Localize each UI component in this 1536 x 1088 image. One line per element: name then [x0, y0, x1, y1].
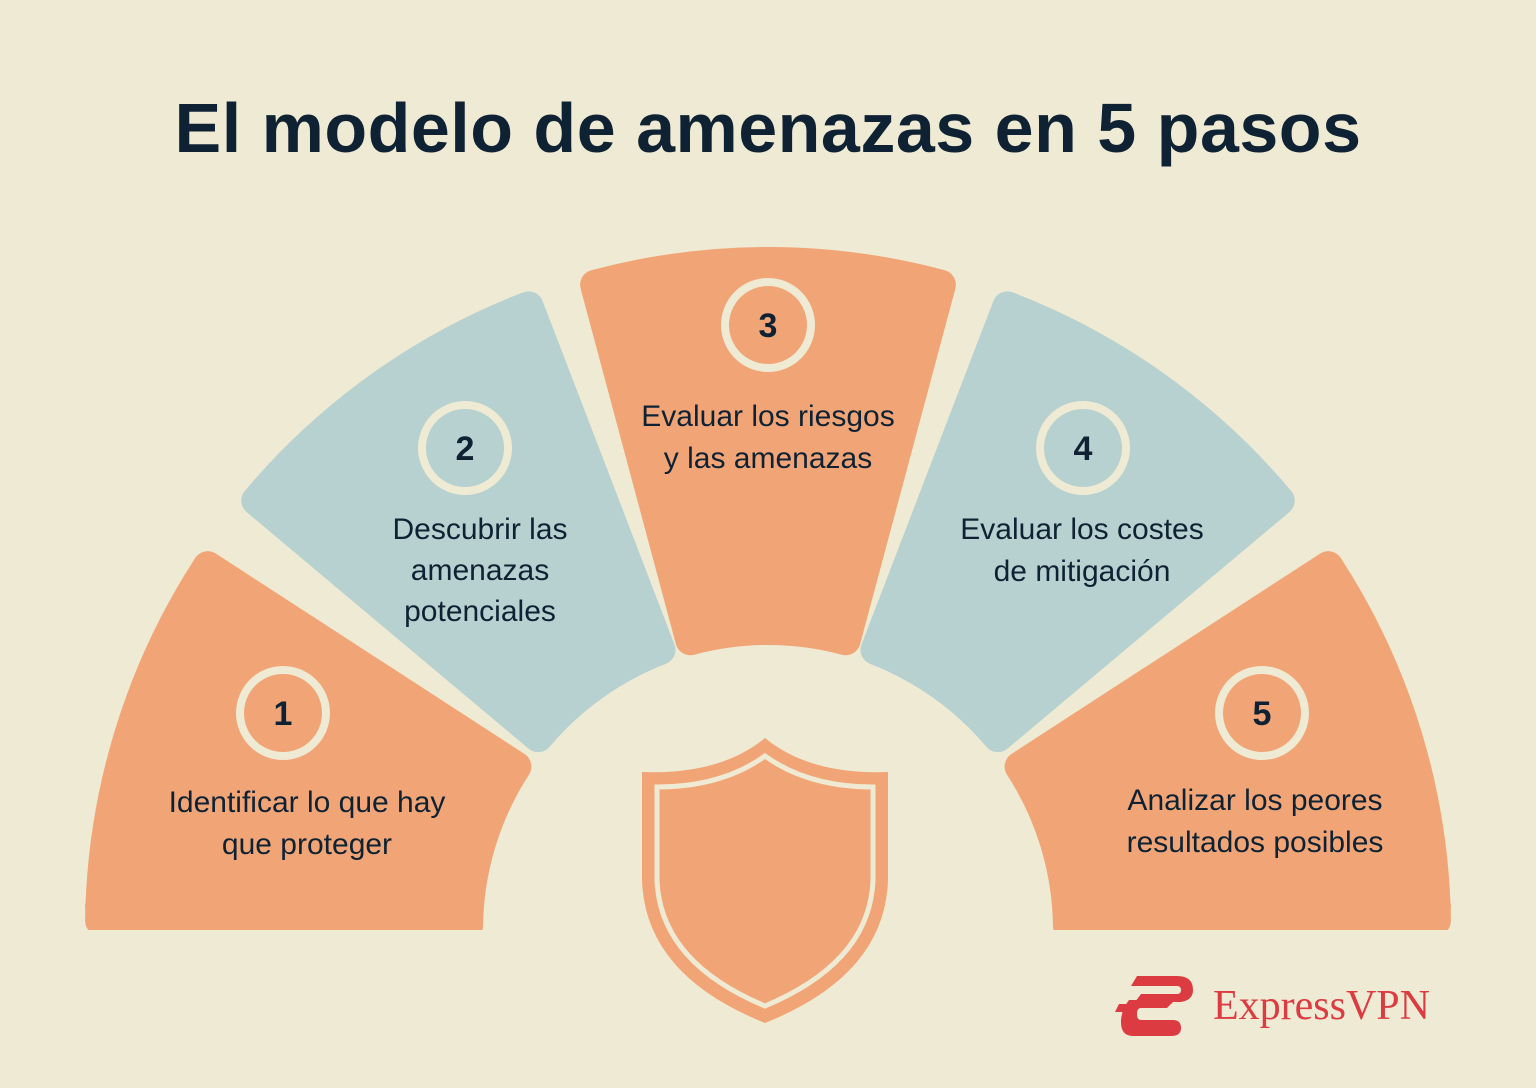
- step-1-label: Identificar lo que hay que proteger: [169, 782, 446, 866]
- brand-logo-text: ExpressVPN: [1213, 983, 1430, 1029]
- step-3-line-2: y las amenazas: [663, 442, 873, 475]
- step-5-line-2: resultados posibles: [1126, 826, 1384, 859]
- step-2-segment: [241, 291, 676, 753]
- step-4-segment: [860, 291, 1295, 753]
- step-2-line-2: amenazas: [410, 554, 550, 587]
- step-5-line-1: Analizar los peores: [1127, 784, 1383, 817]
- step-5-number-badge: [1215, 666, 1309, 760]
- step-2-line-1: Descubrir las: [392, 513, 568, 546]
- step-2-label: Descubrir las amenazas potenciales: [392, 509, 567, 632]
- step-1-segment-base: [85, 860, 480, 930]
- step-5-number: 5: [1253, 695, 1272, 733]
- step-2-number-badge: [418, 401, 512, 495]
- page-title: El modelo de amenazas en 5 pasos: [174, 89, 1362, 167]
- step-4-label: Evaluar los costes de mitigación: [960, 509, 1203, 593]
- step-3-line-1: Evaluar los riesgos: [641, 400, 895, 433]
- step-3-label: Evaluar los riesgos y las amenazas: [641, 396, 894, 480]
- step-3-number: 3: [759, 307, 778, 345]
- step-4-number-badge: [1036, 401, 1130, 495]
- step-5-label: Analizar los peores resultados posibles: [1127, 780, 1384, 864]
- step-1-number: 1: [274, 695, 293, 733]
- step-4-number: 4: [1074, 430, 1093, 468]
- step-1-line-1: Identificar lo que hay: [168, 786, 446, 819]
- step-5-segment-base: [1056, 860, 1451, 930]
- step-3-segment: [580, 247, 956, 656]
- step-1-line-2: que proteger: [221, 828, 393, 861]
- step-1-number-badge: [236, 666, 330, 760]
- shield-inner-outline: [654, 752, 876, 1009]
- step-4-line-1: Evaluar los costes: [960, 513, 1204, 546]
- step-4-line-2: de mitigación: [993, 555, 1171, 588]
- step-2-line-3: potenciales: [404, 595, 556, 628]
- step-3-number-badge: [721, 278, 815, 372]
- expressvpn-logo-icon: [1115, 976, 1193, 1036]
- shield-icon: [642, 738, 888, 1023]
- step-2-number: 2: [456, 430, 475, 468]
